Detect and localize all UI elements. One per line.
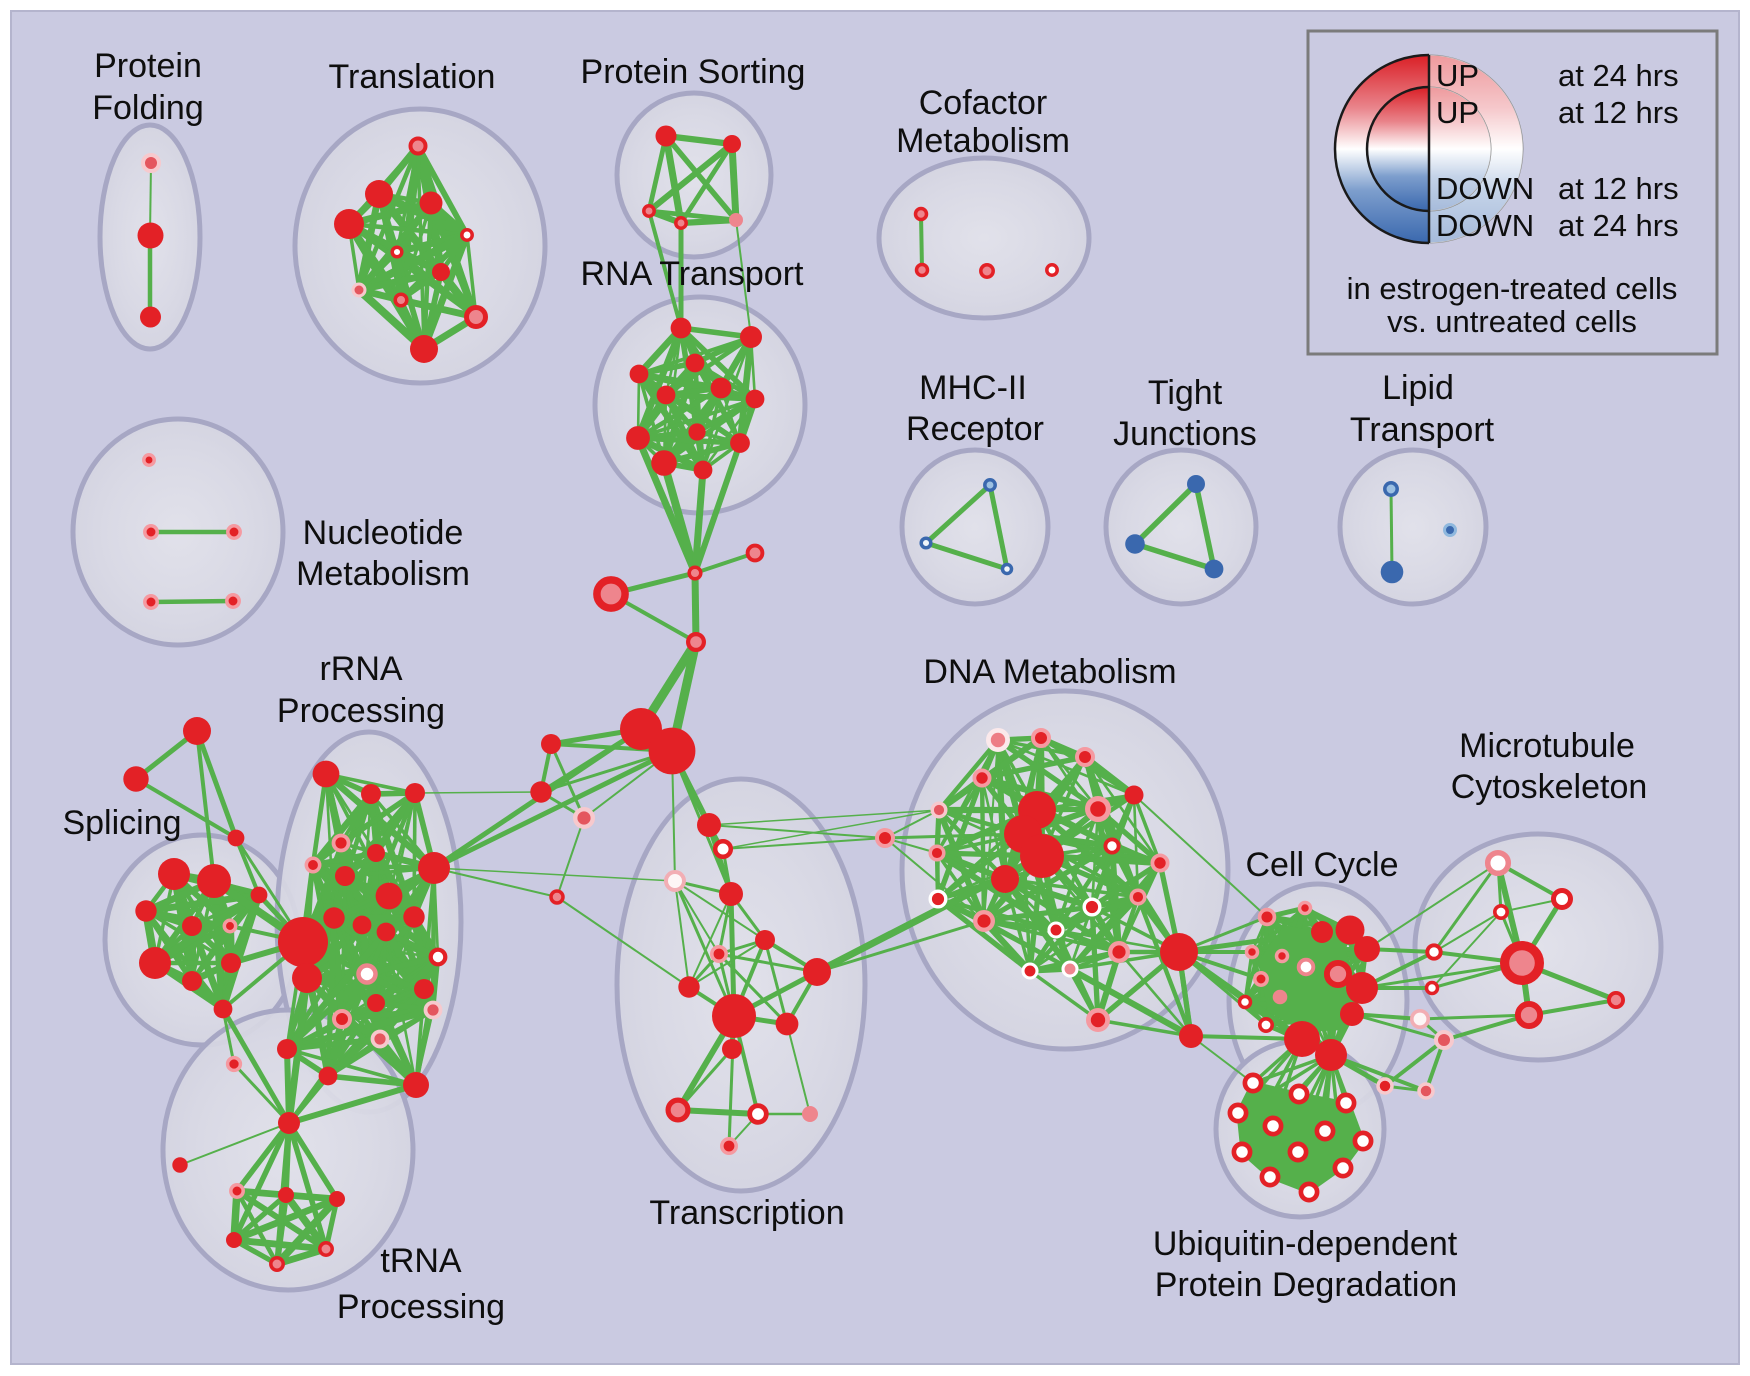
svg-text:Protein: Protein xyxy=(94,47,202,85)
svg-text:Ubiquitin-dependent: Ubiquitin-dependent xyxy=(1153,1225,1458,1263)
svg-text:DOWN: DOWN xyxy=(1436,208,1534,243)
svg-text:rRNA: rRNA xyxy=(319,650,402,688)
svg-text:at 12 hrs: at 12 hrs xyxy=(1558,95,1679,130)
svg-text:Cell Cycle: Cell Cycle xyxy=(1245,846,1398,884)
svg-text:UP: UP xyxy=(1436,95,1479,130)
svg-text:Receptor: Receptor xyxy=(906,410,1044,448)
svg-text:Translation: Translation xyxy=(329,58,496,96)
svg-text:Protein Degradation: Protein Degradation xyxy=(1155,1266,1457,1304)
svg-text:DNA Metabolism: DNA Metabolism xyxy=(923,653,1176,691)
svg-text:Cytoskeleton: Cytoskeleton xyxy=(1451,768,1648,806)
svg-text:MHC-II: MHC-II xyxy=(919,369,1027,407)
svg-text:Microtubule: Microtubule xyxy=(1459,727,1635,765)
svg-text:Protein Sorting: Protein Sorting xyxy=(581,53,806,91)
svg-text:in estrogen-treated cells: in estrogen-treated cells xyxy=(1347,271,1678,306)
svg-text:Metabolism: Metabolism xyxy=(896,122,1070,160)
svg-text:Nucleotide: Nucleotide xyxy=(303,514,464,552)
svg-text:UP: UP xyxy=(1436,58,1479,93)
svg-text:Splicing: Splicing xyxy=(62,804,181,842)
svg-text:Folding: Folding xyxy=(92,89,204,127)
svg-text:at 12 hrs: at 12 hrs xyxy=(1558,171,1679,206)
svg-text:Junctions: Junctions xyxy=(1113,415,1257,453)
svg-text:Processing: Processing xyxy=(277,692,445,730)
svg-text:Transport: Transport xyxy=(1350,411,1495,449)
svg-text:Cofactor: Cofactor xyxy=(919,84,1048,122)
svg-text:DOWN: DOWN xyxy=(1436,171,1534,206)
svg-text:RNA Transport: RNA Transport xyxy=(581,255,805,293)
svg-text:tRNA: tRNA xyxy=(380,1242,462,1280)
svg-text:Processing: Processing xyxy=(337,1288,505,1326)
svg-text:Lipid: Lipid xyxy=(1382,369,1454,407)
svg-text:Tight: Tight xyxy=(1148,374,1223,412)
svg-text:at 24 hrs: at 24 hrs xyxy=(1558,58,1679,93)
svg-text:Transcription: Transcription xyxy=(649,1194,844,1232)
svg-text:vs. untreated cells: vs. untreated cells xyxy=(1387,304,1637,339)
svg-text:at 24 hrs: at 24 hrs xyxy=(1558,208,1679,243)
svg-text:Metabolism: Metabolism xyxy=(296,555,470,593)
